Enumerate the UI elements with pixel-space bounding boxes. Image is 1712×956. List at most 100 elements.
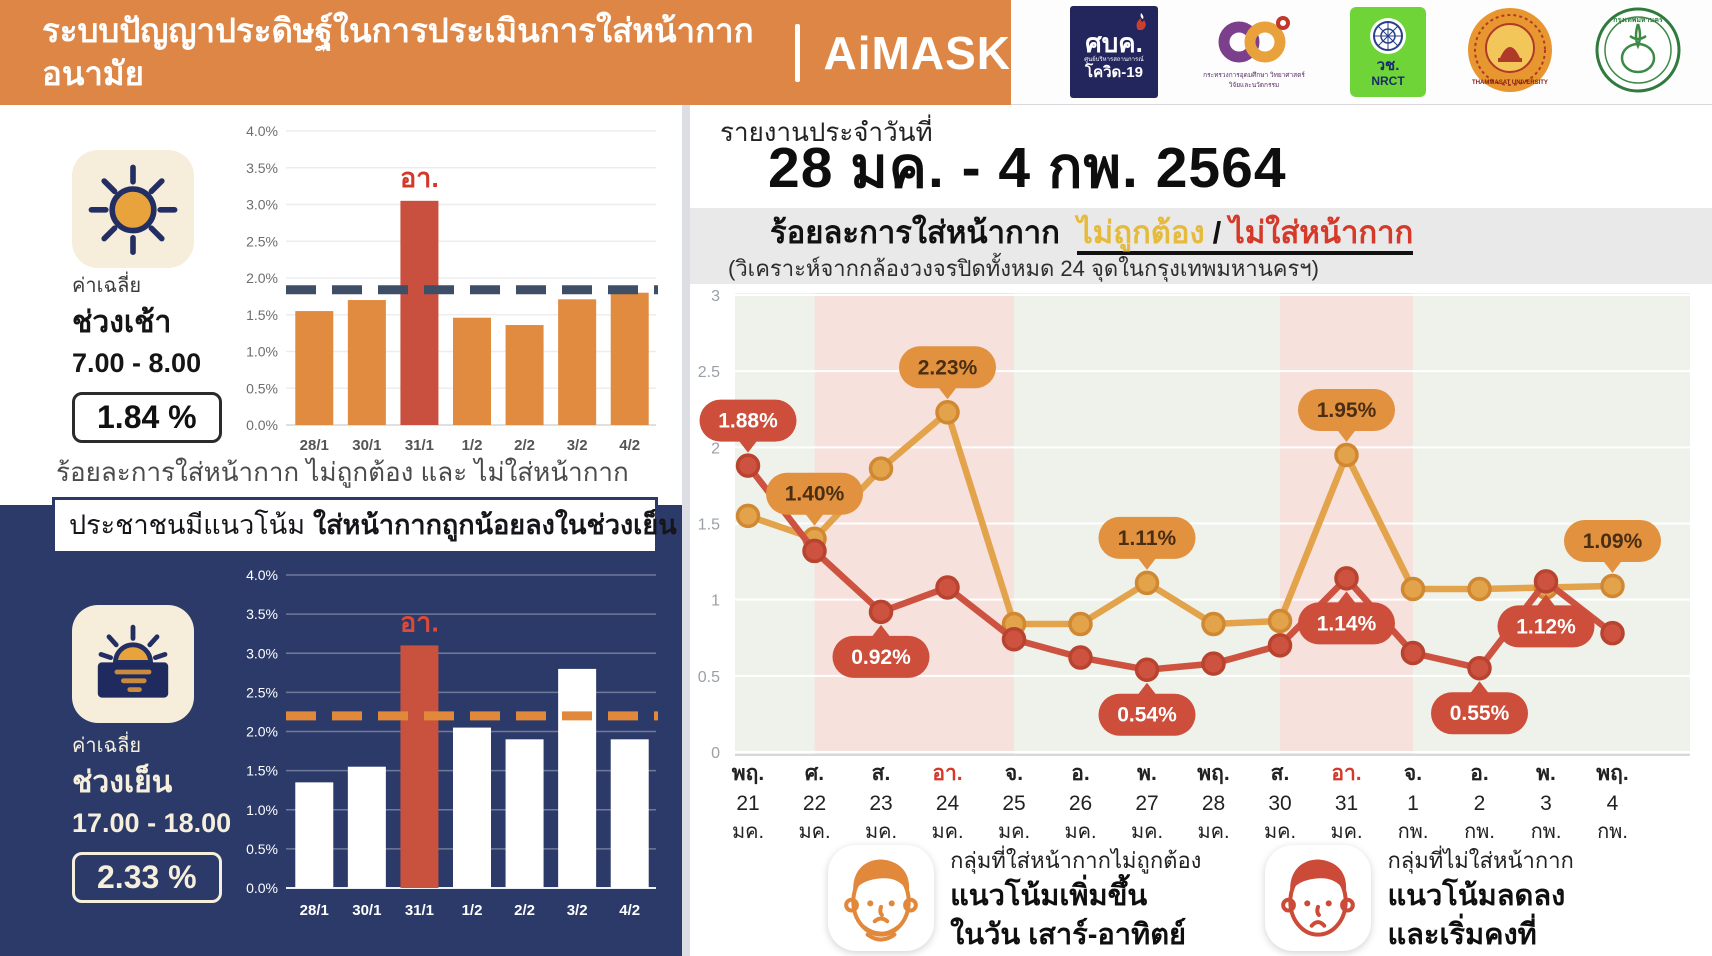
app-title: ระบบปัญญาประดิษฐ์ในการประเมินการใส่หน้าก…: [42, 11, 754, 92]
bar-28/1: [295, 311, 334, 425]
morning-bar-chart: 0.0% 0.5% 1.0% 1.5% 2.0% 2.5% 3.0% 3.5% 4.0% อา. 2…: [246, 123, 658, 454]
nrct-en-label: NRCT: [1371, 73, 1405, 88]
data-point: [802, 538, 827, 564]
bar-30/1: [347, 300, 386, 425]
y-tick-label: 3.0%: [246, 645, 278, 661]
y-tick-label: 2.0%: [246, 724, 278, 740]
data-label-pill: [832, 635, 930, 678]
covid-logo-subtext: ศูนย์บริหารสถานการณ์: [1084, 56, 1144, 63]
data-label-pill: [1098, 693, 1196, 736]
y-tick-label: 2.0%: [246, 270, 278, 286]
logo-strip: ศบค. ศูนย์บริหารสถานการณ์ โควิด-19 กระทร…: [1011, 0, 1712, 105]
data-point: [868, 599, 894, 625]
data-point: [868, 456, 894, 481]
x-label-dow: ส.: [1271, 762, 1290, 785]
x-tick-label: 1/2: [462, 902, 483, 919]
label-tail: [1469, 681, 1490, 695]
svg-text:กรุงเทพมหานคร: กรุงเทพมหานคร: [1613, 17, 1663, 24]
data-point: [1201, 611, 1226, 637]
x-label-dow: พฤ.: [1596, 762, 1628, 785]
x-label-month: มค.: [732, 821, 764, 843]
x-label-month: กพ.: [1597, 821, 1628, 843]
legend-nomask-line3: และเริ่มคงที่: [1387, 919, 1537, 952]
x-label-dow: พ.: [1137, 762, 1157, 785]
x-label-date: 25: [1002, 792, 1025, 815]
x-tick-label: 30/1: [352, 437, 381, 454]
x-label-dow: จ.: [1404, 762, 1422, 785]
bar-2/2: [505, 739, 544, 888]
svg-text:THAMMASAT UNIVERSITY: THAMMASAT UNIVERSITY: [1472, 80, 1548, 86]
x-label-dow: อ.: [1470, 762, 1488, 785]
data-point: [1467, 655, 1492, 681]
incorrect-mask-face-icon: [844, 859, 918, 942]
covid-logo-covid19: โควิด-19: [1085, 64, 1143, 82]
x-label-month: มค.: [1264, 821, 1296, 843]
x-label-date: 31: [1335, 792, 1358, 815]
x-label-dow: อา.: [932, 762, 962, 785]
label-tail: [1137, 682, 1157, 696]
y-tick-label: 1.0%: [246, 344, 278, 360]
mhesi-caption: กระทรวงการอุดมศึกษา วิทยาศาสตร์ วิจัยและ…: [1203, 72, 1305, 89]
legend-nomask-line1: กลุ่มที่ไม่ใส่หน้ากาก: [1387, 848, 1574, 873]
x-label-date: 28: [1202, 792, 1225, 815]
data-point: [1267, 633, 1293, 658]
evening-average-value: 2.33 %: [72, 852, 222, 904]
x-label-dow: ส.: [872, 762, 891, 785]
bar-1/2: [453, 317, 491, 425]
y-tick-label: 1: [711, 593, 720, 610]
x-tick-label: 4/2: [619, 437, 640, 454]
x-label-date: 23: [869, 792, 892, 815]
data-label-text: 1.11%: [1118, 527, 1177, 550]
header-bar: ระบบปัญญาประดิษฐ์ในการประเมินการใส่หน้าก…: [0, 0, 1011, 105]
bar-4/2: [610, 739, 649, 888]
x-label-date: 2: [1474, 792, 1486, 815]
x-label-date: 24: [936, 792, 960, 815]
thai-flag-flame-icon: [1136, 13, 1146, 30]
data-label-pill: [1098, 516, 1196, 559]
data-point: [1400, 640, 1426, 666]
sunset-icon: [97, 624, 169, 698]
y-tick-label: 0.0%: [246, 880, 278, 896]
y-tick-label: 3.0%: [246, 197, 278, 213]
legend-no-mask: กลุ่มที่ไม่ใส่หน้ากาก แนวโน้มลดลง และเริ…: [1265, 845, 1574, 955]
data-point: [735, 503, 761, 529]
report-date-range: 28 มค. - 4 กพ. 2564: [768, 136, 1287, 200]
x-label-date: 21: [736, 792, 759, 815]
x-tick-label: 28/1: [300, 437, 329, 454]
x-label-dow: อา.: [1331, 762, 1361, 785]
y-tick-label: 3.5%: [246, 160, 278, 176]
header-divider: [795, 23, 800, 82]
data-point: [1134, 657, 1160, 682]
data-point: [1334, 442, 1359, 468]
nrct-emblem-icon: [1370, 18, 1406, 55]
subtitle-main: ร้อยละการใส่หน้ากาก: [770, 215, 1060, 250]
data-point: [1600, 620, 1625, 646]
data-point: [1001, 627, 1027, 652]
y-tick-label: 0.5%: [246, 380, 278, 396]
data-point: [1467, 576, 1492, 602]
report-panel: รายงานประจำวันที่ 28 มค. - 4 กพ. 2564 ร้…: [690, 105, 1712, 956]
legend-incorrect-mask: กลุ่มที่ใส่หน้ากากไม่ถูกต้อง แนวโน้มเพิ่…: [828, 845, 1201, 955]
label-tail: [1137, 556, 1157, 570]
brand-aimask: AiMASK: [823, 26, 1011, 79]
x-tick-label: 31/1: [405, 437, 434, 454]
bar-3/2: [558, 668, 597, 888]
data-label-text: 2.23%: [918, 356, 978, 379]
left-subtitle: ร้อยละการใส่หน้ากาก ไม่ถูกต้อง และ ไม่ใส…: [56, 457, 629, 487]
nrct-thai-label: วช.: [1376, 57, 1400, 75]
bar-1/2: [453, 727, 491, 888]
y-tick-label: 3: [711, 288, 720, 305]
x-label-date: 30: [1268, 792, 1291, 815]
x-tick-label: 28/1: [300, 902, 329, 919]
data-label-pill: [699, 399, 797, 442]
x-label-month: มค.: [1064, 821, 1096, 843]
x-label-date: 1: [1407, 792, 1419, 815]
x-label-dow: อ.: [1071, 762, 1089, 785]
data-label-pill: [1298, 602, 1395, 645]
data-label-pill: [1497, 605, 1595, 648]
morning-avg-label: ค่าเฉลี่ย: [72, 275, 142, 297]
x-label-month: กพ.: [1531, 821, 1562, 843]
column-divider: [682, 105, 690, 956]
evening-period: ช่วงเย็น: [72, 766, 173, 799]
data-point: [935, 400, 960, 425]
